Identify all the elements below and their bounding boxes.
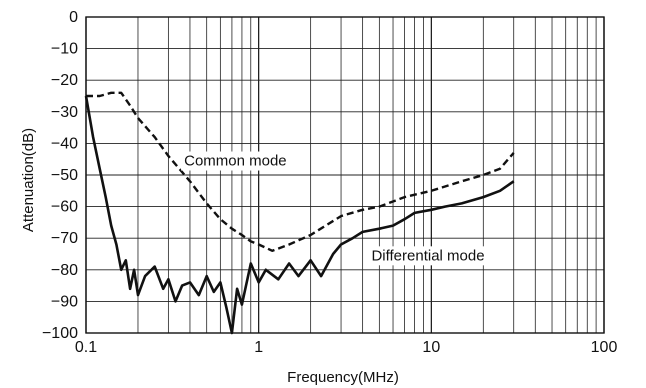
y-tick-label: −80	[51, 262, 78, 279]
y-tick-labels: 0 −10 −20 −30 −40 −50 −60 −70 −80 −90 −100	[42, 9, 78, 342]
y-tick-label: −60	[51, 199, 78, 216]
annotation-background	[368, 246, 488, 266]
x-tick-label: 0.1	[75, 339, 97, 356]
series-line-dashed	[86, 91, 515, 253]
plot-frame	[85, 16, 605, 334]
y-axis-label: Attenuation(dB)	[20, 128, 37, 232]
y-tick-label: 0	[69, 9, 78, 26]
series-line-solid	[84, 95, 515, 335]
x-tick-label: 100	[591, 339, 618, 356]
annotation-label: Common mode	[184, 153, 287, 170]
y-tick-label: −10	[51, 41, 78, 58]
y-tick-label: −30	[51, 104, 78, 121]
y-tick-label: −90	[51, 293, 78, 310]
y-tick-label: −40	[51, 135, 78, 152]
series-layer	[84, 91, 515, 335]
x-tick-label: 10	[422, 339, 440, 356]
annotation-background	[181, 151, 290, 171]
y-tick-label: −100	[42, 325, 78, 342]
x-tick-label: 1	[254, 339, 263, 356]
y-tick-label: −70	[51, 230, 78, 247]
annotation-layer: Common mode Differential mode	[181, 151, 488, 266]
annotation-label: Differential mode	[371, 247, 484, 264]
y-tick-label: −50	[51, 167, 78, 184]
y-tick-label: −20	[51, 72, 78, 89]
x-tick-labels: 0.1 1 10 100	[75, 339, 618, 356]
x-axis-label: Frequency(MHz)	[287, 369, 399, 386]
